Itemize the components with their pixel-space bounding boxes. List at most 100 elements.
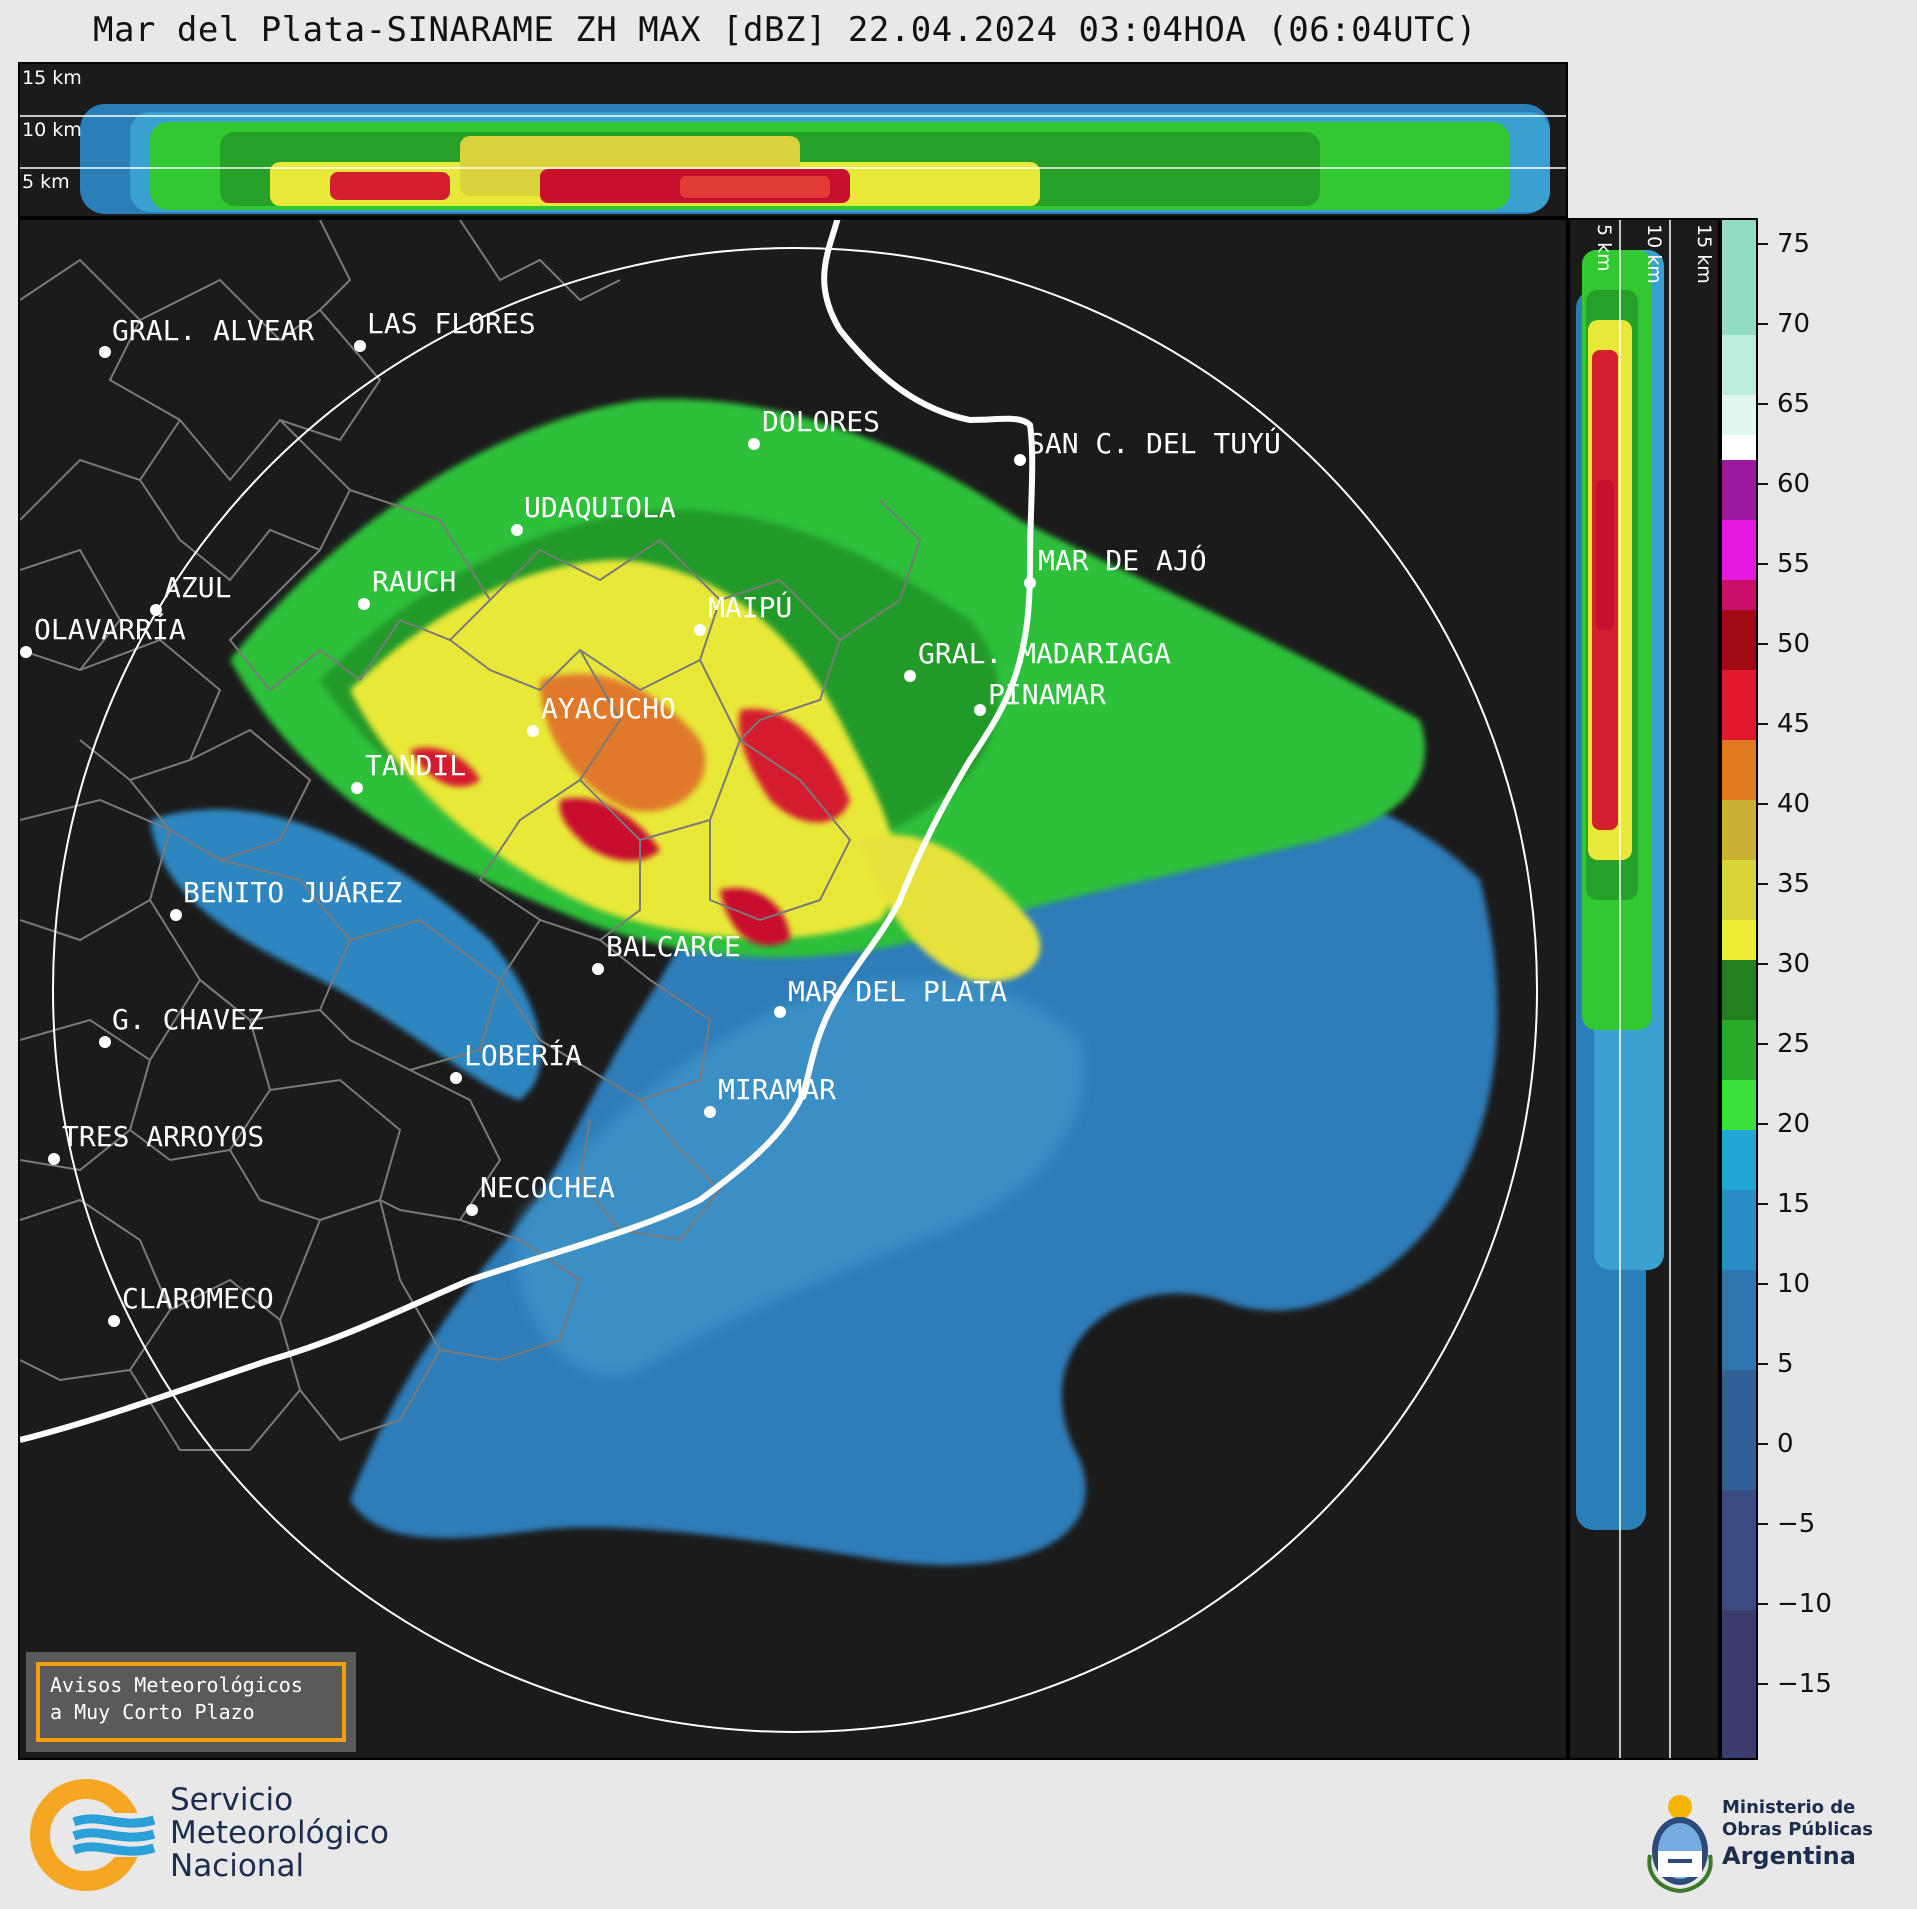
city-label: TRES ARROYOS (62, 1120, 264, 1153)
city-markers: GRAL. ALVEAR LAS FLORES DOLORES SAN C. D… (20, 307, 1281, 1327)
range-ring (52, 247, 1538, 1733)
city-pinamar[interactable]: PINAMAR (974, 678, 1106, 716)
cb-tick-label: 20 (1777, 1109, 1811, 1139)
city-label: DOLORES (762, 405, 880, 438)
city-dot (748, 438, 760, 450)
city-label: SAN C. DEL TUYÚ (1028, 426, 1281, 460)
city-dot (511, 524, 523, 536)
cb-tick (1758, 1683, 1768, 1685)
city-necochea[interactable]: NECOCHEA (466, 1171, 615, 1216)
city-label: MAIPÚ (708, 590, 792, 624)
city-dot (466, 1204, 478, 1216)
city-olavarria[interactable]: OLAVARRÍA (20, 612, 186, 658)
city-benito-juarez[interactable]: BENITO JUÁREZ (170, 875, 402, 921)
city-gral-madariaga[interactable]: GRAL. MADARIAGA (904, 637, 1171, 682)
city-dot (450, 1072, 462, 1084)
smn-logo[interactable]: Servicio Meteorológico Nacional (30, 1778, 450, 1892)
city-gral-alvear[interactable]: GRAL. ALVEAR (99, 314, 314, 358)
cb-tick-label: 35 (1777, 869, 1811, 899)
city-tres-arroyos[interactable]: TRES ARROYOS (48, 1120, 264, 1165)
right-10km-label: 10 km (1643, 224, 1665, 284)
right-5km-label: 5 km (1593, 224, 1615, 272)
cb-tick (1758, 883, 1768, 885)
page-title: Mar del Plata-SINARAME ZH MAX [dBZ] 22.0… (92, 10, 1477, 50)
city-san-c-del-tuyu[interactable]: SAN C. DEL TUYÚ (1014, 426, 1281, 466)
city-label: AYACUCHO (541, 692, 676, 725)
right-echo-band (1576, 250, 1664, 1530)
city-dolores[interactable]: DOLORES (748, 405, 880, 450)
cb-tick-label: 40 (1777, 789, 1811, 819)
cb-tick (1758, 1043, 1768, 1045)
city-azul[interactable]: AZUL (150, 571, 231, 616)
city-label: AZUL (164, 571, 231, 604)
city-label: LOBERÍA (464, 1038, 582, 1072)
cb-tick (1758, 803, 1768, 805)
cb-tick (1758, 1283, 1768, 1285)
mop-logo[interactable]: Ministerio de Obras Públicas Argentina (1640, 1785, 1910, 1895)
argentina-seal-icon (1647, 1795, 1713, 1894)
city-rauch[interactable]: RAUCH (358, 565, 456, 610)
colorbar (1720, 218, 1758, 1760)
city-mar-del-plata[interactable]: MAR DEL PLATA (774, 975, 1007, 1018)
right-cross-section: 5 km 10 km 15 km (1568, 218, 1720, 1760)
radar-map[interactable]: GRAL. ALVEAR LAS FLORES DOLORES SAN C. D… (18, 218, 1568, 1760)
smn-logo-text: Servicio Meteorológico Nacional (170, 1784, 389, 1883)
top-echo-band (80, 104, 1550, 214)
city-tandil[interactable]: TANDIL (351, 749, 466, 794)
city-label: MAR DEL PLATA (788, 975, 1007, 1008)
city-dot (48, 1153, 60, 1165)
cb-tick-label: 60 (1777, 469, 1811, 499)
avisos-box[interactable]: Avisos Meteorológicos a Muy Corto Plazo (26, 1652, 356, 1752)
city-label: BENITO JUÁREZ (183, 875, 402, 909)
top-15km-label: 15 km (22, 67, 82, 89)
city-label: BALCARCE (606, 930, 741, 963)
city-dot (351, 782, 363, 794)
avisos-line2: a Muy Corto Plazo (50, 1700, 255, 1724)
city-label: NECOCHEA (480, 1171, 615, 1204)
city-dot (904, 670, 916, 682)
cb-tick (1758, 483, 1768, 485)
city-g-chavez[interactable]: G. CHAVEZ (99, 1003, 264, 1048)
smn-line2: Meteorológico (170, 1815, 389, 1851)
city-maipu[interactable]: MAIPÚ (694, 590, 792, 636)
cb-tick-label: 75 (1777, 229, 1811, 259)
cb-tick-label: 55 (1777, 549, 1811, 579)
right-cross-section-plot: 5 km 10 km 15 km (1576, 220, 1715, 1758)
top-5km-label: 5 km (22, 171, 70, 193)
city-dot (358, 598, 370, 610)
city-dot (592, 963, 604, 975)
cb-tick (1758, 323, 1768, 325)
city-claromeco[interactable]: CLAROMECO (108, 1282, 274, 1327)
city-udaquiola[interactable]: UDAQUIOLA (511, 491, 676, 536)
coastline (20, 220, 1036, 1443)
city-dot (1024, 577, 1036, 589)
city-label: OLAVARRÍA (34, 612, 186, 646)
cb-tick (1758, 1603, 1768, 1605)
city-dot (974, 704, 986, 716)
cb-tick (1758, 1203, 1768, 1205)
cb-tick (1758, 723, 1768, 725)
avisos-line1: Avisos Meteorológicos (50, 1673, 303, 1697)
cb-tick-label: −5 (1777, 1509, 1816, 1539)
city-label: GRAL. MADARIAGA (918, 637, 1171, 670)
city-mar-de-ajo[interactable]: MAR DE AJÓ (1024, 543, 1207, 589)
city-balcarce[interactable]: BALCARCE (592, 930, 741, 975)
cb-tick-label: 50 (1777, 629, 1811, 659)
city-las-flores[interactable]: LAS FLORES (354, 307, 536, 352)
city-miramar[interactable]: MIRAMAR (704, 1073, 836, 1118)
top-10km-label: 10 km (22, 119, 82, 141)
top-cross-section: 15 km 10 km 5 km (18, 62, 1568, 218)
cb-tick (1758, 1523, 1768, 1525)
cb-tick-label: 65 (1777, 389, 1811, 419)
right-15km-label: 15 km (1693, 224, 1715, 284)
mop-line1: Ministerio de (1722, 1797, 1856, 1818)
city-label: MIRAMAR (718, 1073, 836, 1106)
cb-tick (1758, 243, 1768, 245)
city-loberia[interactable]: LOBERÍA (450, 1038, 582, 1084)
cb-tick-label: 45 (1777, 709, 1811, 739)
cb-tick-label: 70 (1777, 309, 1811, 339)
cb-tick-label: 0 (1777, 1429, 1794, 1459)
city-ayacucho[interactable]: AYACUCHO (527, 692, 676, 737)
city-label: RAUCH (372, 565, 456, 598)
city-dot (108, 1315, 120, 1327)
